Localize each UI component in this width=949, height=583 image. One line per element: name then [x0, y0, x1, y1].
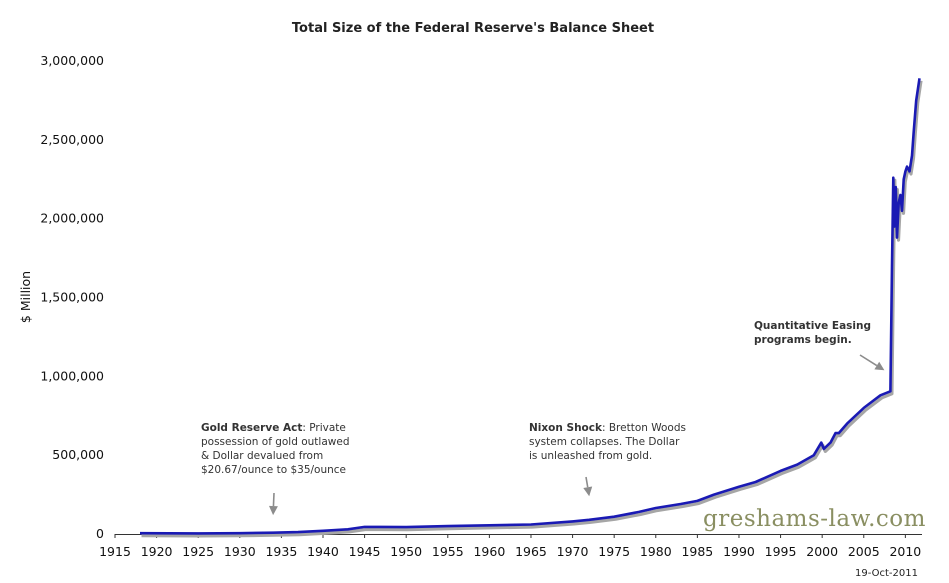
- x-tick-label: 1975: [598, 544, 630, 559]
- y-tick-label: 2,500,000: [40, 132, 104, 147]
- x-tick-label: 1990: [723, 544, 755, 559]
- x-tick-label: 1965: [515, 544, 547, 559]
- annotation-text: $20.67/ounce to $35/ounce: [201, 464, 346, 476]
- annotation-text: system collapses. The Dollar: [529, 436, 680, 448]
- x-tick-label: 1940: [307, 544, 339, 559]
- annotation-text: Nixon Shock: Bretton Woods: [529, 422, 686, 434]
- x-tick-label: 1945: [349, 544, 381, 559]
- y-axis-ticks: 0 500,000 1,000,000 1,500,000 2,000,000 2,500…: [40, 53, 104, 541]
- y-tick-label: 0: [96, 526, 104, 541]
- annotation: Quantitative Easing programs begin.: [754, 320, 885, 371]
- annotation-text: is unleashed from gold.: [529, 450, 652, 462]
- series-line: [139, 78, 921, 535]
- annotation-arrow-head: [583, 486, 593, 497]
- x-tick-label: 1995: [765, 544, 797, 559]
- chart-title: Total Size of the Federal Reserve's Bala…: [292, 21, 654, 36]
- y-tick-label: 1,000,000: [40, 368, 104, 383]
- x-tick-label: 1950: [390, 544, 422, 559]
- annotation-arrow-head: [269, 505, 278, 516]
- annotations: Gold Reserve Act: Private possession of g…: [201, 320, 885, 516]
- annotation-arrow-shaft: [272, 492, 275, 507]
- annotation-text: programs begin.: [754, 334, 852, 346]
- annotation: Nixon Shock: Bretton Woods system collaps…: [529, 422, 686, 497]
- x-tick-label: 1925: [182, 544, 214, 559]
- y-axis-label: $ Million: [18, 271, 33, 323]
- annotation-text: & Dollar devalued from: [201, 450, 323, 462]
- annotation-text: possession of gold outlawed: [201, 436, 350, 448]
- date-label: 19-Oct-2011: [855, 568, 918, 579]
- y-tick-label: 1,500,000: [40, 290, 104, 305]
- x-tick-label: 1980: [640, 544, 672, 559]
- annotation-arrow-shaft: [585, 476, 589, 488]
- x-tick-label: 1920: [141, 544, 173, 559]
- x-tick-label: 1985: [681, 544, 713, 559]
- x-tick-label: 2010: [889, 544, 921, 559]
- annotation-arrow-shaft: [859, 354, 878, 367]
- annotation-arrow-head: [874, 361, 885, 371]
- annotation-text: Gold Reserve Act: Private: [201, 422, 346, 434]
- x-tick-label: 2000: [806, 544, 838, 559]
- series-layer: [139, 78, 923, 538]
- watermark: greshams-law.com: [703, 506, 926, 532]
- x-tick-label: 1955: [432, 544, 464, 559]
- x-tick-label: 1915: [99, 544, 131, 559]
- x-tick-label: 1935: [265, 544, 297, 559]
- x-tick-label: 1930: [224, 544, 256, 559]
- x-tick-label: 1970: [557, 544, 589, 559]
- y-tick-label: 500,000: [52, 447, 104, 462]
- x-tick-label: 2005: [848, 544, 880, 559]
- x-tick-label: 1960: [473, 544, 505, 559]
- annotation: Gold Reserve Act: Private possession of g…: [201, 422, 350, 516]
- x-axis-ticks: 1915 1920 1925 1930 1935 1940 1945 1950 1955 1960…: [99, 534, 921, 559]
- y-tick-label: 2,000,000: [40, 211, 104, 226]
- annotation-text: Quantitative Easing: [754, 320, 871, 332]
- y-tick-label: 3,000,000: [40, 53, 104, 68]
